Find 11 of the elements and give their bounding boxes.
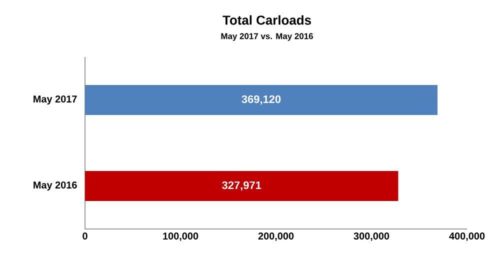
x-tick-label: 400,000 — [449, 232, 485, 242]
chart-subtitle: May 2017 vs. May 2016 — [221, 33, 313, 41]
x-tick-label: 200,000 — [258, 232, 294, 242]
x-tick-label: 0 — [82, 232, 88, 240]
data-label: 327,971 — [222, 181, 262, 191]
x-tick-label: 100,000 — [163, 232, 198, 242]
x-tick-label: 300,000 — [354, 232, 390, 242]
chart-title: Total Carloads — [222, 15, 311, 25]
data-label: 369,120 — [242, 95, 281, 105]
y-tick-label: May 2017 — [34, 95, 77, 105]
y-tick-label: May 2016 — [34, 181, 77, 191]
